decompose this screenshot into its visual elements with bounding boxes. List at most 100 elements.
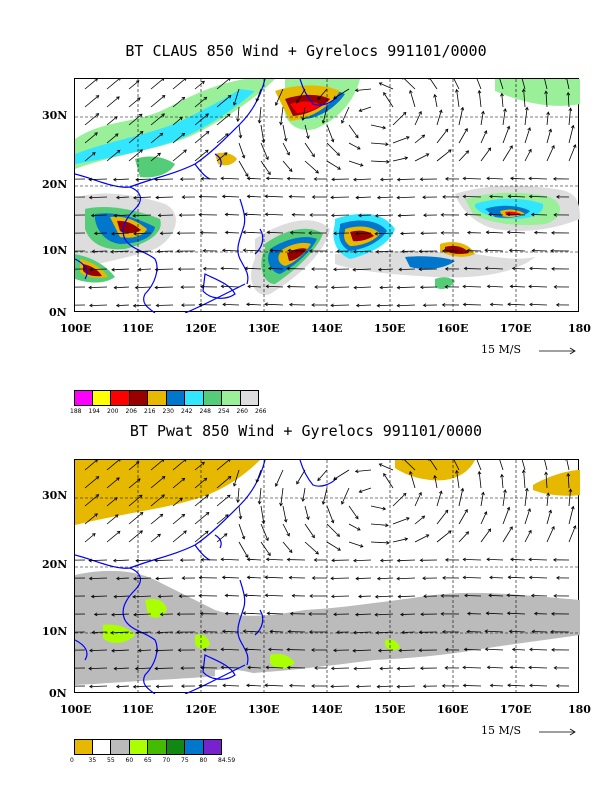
- wind-vector-head: [242, 248, 247, 253]
- wind-vector-head: [440, 212, 445, 217]
- wind-vector-head: [159, 513, 164, 518]
- wind-vector-head: [115, 684, 120, 689]
- wind-vector: [378, 268, 394, 271]
- wind-vector-head: [464, 127, 468, 132]
- wind-vector-head: [444, 285, 448, 289]
- wind-vector-head: [244, 647, 248, 652]
- wind-vector-head: [222, 683, 226, 688]
- wind-vector-head: [376, 684, 381, 689]
- wind-vector: [507, 594, 526, 597]
- wind-vector-head: [444, 558, 449, 562]
- wind-vector: [544, 460, 548, 471]
- wind-vector-head: [266, 611, 271, 616]
- wind-vector: [194, 512, 210, 525]
- wind-vector-head: [330, 666, 335, 671]
- wind-vector: [524, 149, 532, 162]
- wind-vector: [510, 285, 526, 288]
- wind-vector-head: [88, 177, 92, 182]
- wind-vector-head: [179, 497, 183, 502]
- wind-vector: [566, 79, 570, 90]
- wind-vector: [463, 685, 482, 687]
- wind-vector: [509, 630, 526, 633]
- wind-vector: [322, 106, 328, 124]
- wind-vector-head: [506, 230, 511, 235]
- wind-vector-head: [352, 249, 357, 254]
- wind-vector-head: [376, 303, 381, 308]
- wind-vector-head: [551, 647, 555, 652]
- wind-vector-head: [570, 505, 575, 510]
- wind-vector-head: [311, 267, 315, 271]
- wind-vector-head: [466, 629, 470, 634]
- wind-vector-head: [161, 494, 165, 498]
- panel1-colorbar-label: 248: [199, 408, 211, 415]
- panel1-colorbar-label: 200: [107, 408, 119, 415]
- wind-vector-head: [530, 212, 535, 217]
- wind-vector: [304, 505, 309, 520]
- wind-vector-head: [288, 575, 293, 580]
- wind-vector: [84, 476, 99, 489]
- wind-vector: [265, 576, 284, 579]
- wind-vector: [150, 533, 161, 543]
- wind-vector-head: [379, 558, 384, 563]
- wind-vector: [114, 214, 130, 217]
- wind-vector-head: [509, 665, 514, 670]
- wind-vector: [136, 178, 152, 181]
- panel2-colorbar-labels: 0 35 55 60 65 70 75 80 84.59: [0, 757, 612, 767]
- wind-vector: [106, 460, 120, 471]
- wind-vector: [414, 515, 425, 525]
- panel2-reference-vector-arrow: [539, 728, 576, 736]
- wind-vector-head: [442, 575, 446, 580]
- panel1-colorbar-label: 266: [255, 408, 267, 415]
- wind-vector-head: [161, 94, 166, 99]
- wind-vector: [172, 97, 185, 108]
- panel2-colorbar-label: 84.59: [218, 757, 236, 764]
- wind-vector-head: [396, 558, 401, 563]
- wind-vector-head: [94, 460, 98, 463]
- wind-vector: [399, 649, 416, 652]
- wind-vector-head: [572, 144, 577, 148]
- wind-vector-head: [220, 284, 225, 289]
- wind-vector: [524, 508, 531, 525]
- wind-vector-head: [201, 461, 205, 466]
- wind-vector-head: [133, 195, 137, 200]
- wind-vector: [133, 685, 152, 688]
- wind-vector-head: [138, 113, 143, 118]
- wind-vector-head: [507, 302, 511, 307]
- wind-vector: [84, 132, 98, 144]
- wind-vector-head: [255, 479, 260, 483]
- wind-vector: [155, 178, 174, 180]
- wind-vector: [238, 541, 249, 558]
- panel1-lat-label-0n: 0N: [49, 306, 67, 319]
- wind-vector: [478, 90, 482, 108]
- wind-vector-head: [530, 593, 535, 598]
- wind-vector-head: [89, 648, 93, 653]
- wind-vector-head: [308, 612, 312, 616]
- wind-vector-head: [243, 593, 248, 598]
- wind-vector-head: [198, 593, 202, 598]
- wind-vector: [106, 497, 118, 507]
- wind-vector-head: [114, 133, 119, 137]
- wind-vector-head: [465, 531, 470, 535]
- wind-vector-head: [357, 527, 361, 531]
- wind-vector-head: [113, 594, 117, 599]
- wind-vector-head: [267, 266, 272, 271]
- wind-vector-head: [311, 303, 315, 307]
- wind-vector-head: [225, 133, 229, 137]
- wind-vector: [133, 232, 152, 235]
- wind-vector: [150, 513, 163, 525]
- wind-vector-head: [418, 267, 422, 272]
- wind-vector: [528, 666, 548, 669]
- wind-vector: [304, 541, 319, 555]
- wind-vector: [508, 576, 526, 579]
- wind-vector-head: [220, 176, 224, 181]
- wind-vector-head: [353, 558, 357, 563]
- wind-vector-head: [400, 612, 404, 617]
- wind-vector-head: [506, 506, 511, 511]
- panel2-coastlines: [75, 460, 338, 694]
- wind-vector: [150, 476, 166, 489]
- wind-vector: [282, 160, 293, 172]
- wind-vector: [456, 89, 460, 108]
- wind-vector-head: [288, 549, 293, 554]
- panel1-map: [74, 78, 580, 313]
- wind-vector: [341, 487, 350, 505]
